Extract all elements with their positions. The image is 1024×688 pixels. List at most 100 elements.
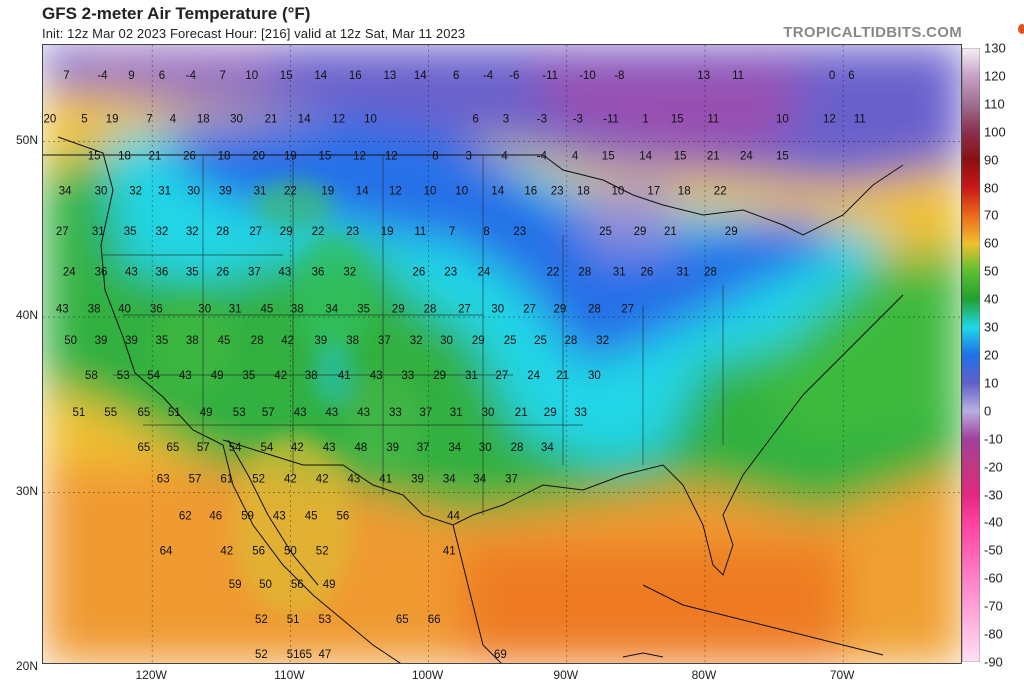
- temperature-map[interactable]: 7 -4 9 6 -4 7 10 15 14 16 13 14 6 -4 -6 -11 -10 -8 13 11 0 6 2…: [42, 44, 962, 664]
- temperature-value: 10: [364, 114, 377, 126]
- temperature-value: 15: [602, 151, 615, 163]
- temperature-value: 10: [455, 186, 468, 198]
- temperature-value: 43: [348, 474, 361, 486]
- temperature-value: 37: [505, 474, 518, 486]
- temperature-value: 41: [338, 370, 351, 382]
- latitude-label: 30N: [15, 483, 38, 498]
- temperature-value: 65: [138, 407, 151, 419]
- latitude-label: 50N: [15, 132, 38, 147]
- temperature-value: 37: [417, 442, 430, 454]
- temperature-value: 29: [433, 370, 446, 382]
- temperature-value: 24: [478, 266, 491, 278]
- temperature-value: 28: [511, 442, 524, 454]
- temperature-value: 31: [450, 407, 463, 419]
- temperature-value: 25: [534, 335, 547, 347]
- temperature-value: 53: [319, 614, 332, 626]
- temperature-value: 29: [554, 303, 567, 315]
- temperature-value: 51: [73, 407, 86, 419]
- temperature-value: 7: [63, 70, 69, 82]
- temperature-value: 3: [465, 151, 471, 163]
- source-credit: TROPICALTIDBITS.COM: [783, 24, 962, 41]
- temperature-value: 34: [59, 186, 72, 198]
- temperature-value: 21: [149, 151, 162, 163]
- colorbar-tick-label: 120: [984, 68, 1006, 84]
- temperature-value: 29: [634, 226, 647, 238]
- temperature-value: 32: [129, 186, 142, 198]
- temperature-value: 19: [284, 151, 297, 163]
- temperature-value: 30: [198, 303, 211, 315]
- temperature-value: 31: [254, 186, 267, 198]
- temperature-value: 42: [274, 370, 287, 382]
- temperature-value: 22: [547, 266, 560, 278]
- temperature-value: 27: [458, 303, 471, 315]
- colorbar-tick-label: 60: [984, 235, 999, 251]
- temperature-value: 56: [291, 579, 304, 591]
- temperature-value: 51: [168, 407, 181, 419]
- temperature-value: 50: [64, 335, 77, 347]
- temperature-value: 52: [255, 649, 268, 661]
- colorbar-tick-label: -30: [984, 487, 1003, 503]
- temperature-value: 21: [556, 370, 569, 382]
- temperature-value: 15: [671, 114, 684, 126]
- temperature-value: 35: [357, 303, 370, 315]
- longitude-label: 80W: [691, 668, 717, 682]
- temperature-value: 49: [323, 579, 336, 591]
- temperature-value: 30: [95, 186, 108, 198]
- temperature-value: 36: [156, 266, 169, 278]
- map-title: GFS 2-meter Air Temperature (°F): [42, 4, 311, 23]
- temperature-value: 15: [280, 70, 293, 82]
- temperature-value: 43: [273, 510, 286, 522]
- temperature-value: 15: [674, 151, 687, 163]
- temperature-value: 53: [233, 407, 246, 419]
- temperature-value: 14: [356, 186, 369, 198]
- temperature-value: 34: [325, 303, 338, 315]
- temperature-value: 42: [281, 335, 294, 347]
- temperature-value: 38: [186, 335, 199, 347]
- temperature-value: 31: [92, 226, 105, 238]
- latitude-label: 40N: [15, 308, 38, 323]
- temperature-value: 24: [527, 370, 540, 382]
- temperature-value: 66: [428, 614, 441, 626]
- temperature-value: 25: [599, 226, 612, 238]
- temperature-value: 27: [56, 226, 69, 238]
- temperature-value: 58: [85, 370, 98, 382]
- temperature-value: 34: [448, 442, 461, 454]
- temperature-value: 3: [503, 114, 509, 126]
- temperature-value: 50: [284, 545, 297, 557]
- temperature-value: 49: [200, 407, 213, 419]
- temperature-value: -4: [483, 70, 494, 82]
- temperature-value: 19: [106, 114, 119, 126]
- temperature-value: 50: [259, 579, 272, 591]
- temperature-value: 32: [410, 335, 423, 347]
- temperature-value: 34: [473, 474, 486, 486]
- temperature-value: 28: [588, 303, 601, 315]
- temperature-value: 20: [44, 114, 57, 126]
- temperature-value: 0: [829, 70, 835, 82]
- temperature-value: 20: [252, 151, 265, 163]
- temperature-value: 42: [291, 442, 304, 454]
- temperature-value: 27: [523, 303, 536, 315]
- temperature-value: 12: [823, 114, 836, 126]
- temperature-value: 45: [305, 510, 318, 522]
- temperature-value: 13: [384, 70, 397, 82]
- temperature-value: 44: [447, 510, 460, 522]
- temperature-value: 15: [319, 151, 332, 163]
- temperature-value: 13: [697, 70, 710, 82]
- temperature-value: 27: [495, 370, 508, 382]
- terrain-detail: [153, 180, 423, 615]
- temperature-value: 33: [389, 407, 402, 419]
- temperature-value: 18: [118, 151, 131, 163]
- temperature-value: 43: [323, 442, 336, 454]
- temperature-value: 26: [413, 266, 426, 278]
- temperature-value: 25: [504, 335, 517, 347]
- longitude-label: 70W: [829, 668, 855, 682]
- temperature-value: -3: [537, 114, 547, 126]
- temperature-value: -10: [579, 70, 596, 82]
- temperature-value: 18: [197, 114, 210, 126]
- temperature-value: 22: [312, 226, 325, 238]
- temperature-value: 28: [578, 266, 591, 278]
- temperature-value: 33: [401, 370, 414, 382]
- temperature-value: 4: [572, 151, 579, 163]
- temperature-value: 33: [574, 407, 587, 419]
- temperature-value: 27: [621, 303, 634, 315]
